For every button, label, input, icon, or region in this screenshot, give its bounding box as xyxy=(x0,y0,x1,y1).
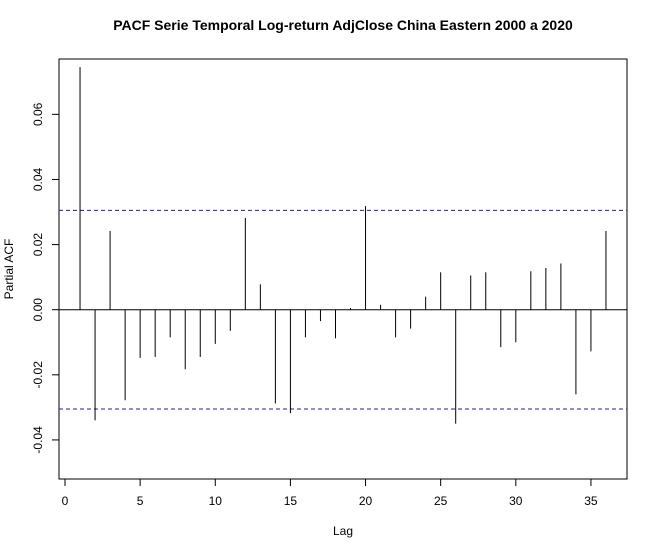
y-axis: -0.04 -0.02 0.00 0.02 0.04 0.06 xyxy=(31,102,60,454)
y-tick-label: -0.02 xyxy=(31,361,45,389)
chart-title: PACF Serie Temporal Log-return AdjClose … xyxy=(113,17,573,33)
y-tick-label: -0.04 xyxy=(31,426,45,454)
y-tick-label: 0.04 xyxy=(31,167,45,191)
y-tick-label: 0.02 xyxy=(31,233,45,257)
y-axis-label: Partial ACF xyxy=(2,239,16,300)
y-tick-label: 0.00 xyxy=(31,298,45,322)
x-tick-label: 30 xyxy=(509,494,523,508)
x-tick-label: 10 xyxy=(209,494,223,508)
x-axis: 0 5 10 15 20 25 30 35 xyxy=(62,478,598,508)
x-tick-label: 20 xyxy=(359,494,373,508)
x-tick-label: 25 xyxy=(434,494,448,508)
plot-frame xyxy=(58,58,628,480)
x-axis-label: Lag xyxy=(333,524,353,538)
y-tick-label: 0.06 xyxy=(31,102,45,126)
pacf-bars xyxy=(79,67,607,424)
x-tick-label: 15 xyxy=(284,494,298,508)
x-tick-label: 0 xyxy=(62,494,69,508)
x-tick-label: 5 xyxy=(137,494,144,508)
x-tick-label: 35 xyxy=(584,494,598,508)
confidence-band-lines xyxy=(59,209,627,410)
